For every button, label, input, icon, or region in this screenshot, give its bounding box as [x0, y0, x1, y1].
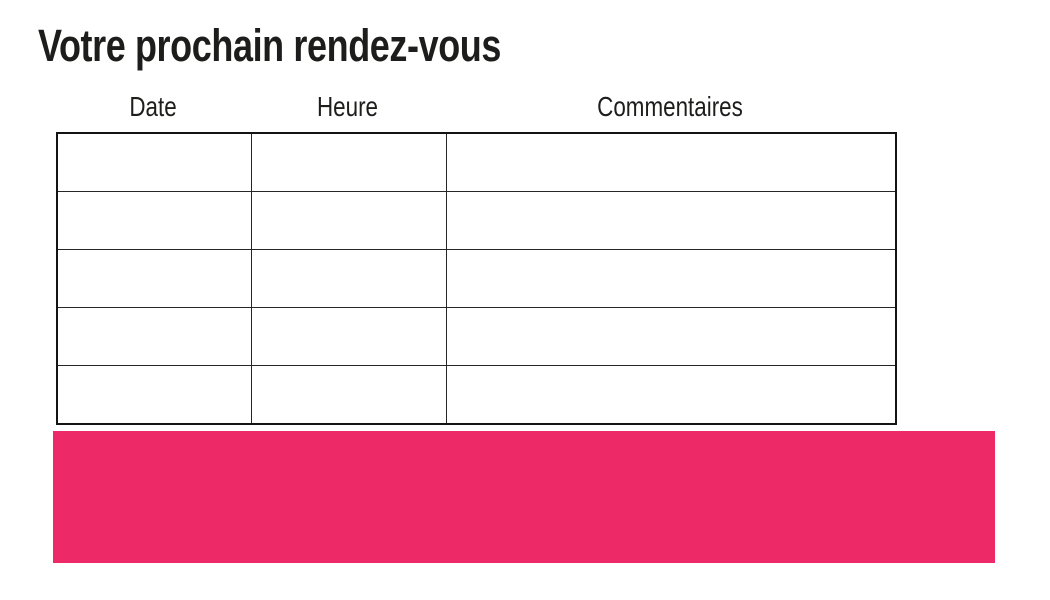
- table-row: [56, 191, 897, 250]
- appointment-table-body: [56, 132, 897, 425]
- table-cell: [250, 365, 447, 425]
- table-cell: [56, 365, 252, 425]
- table-cell: [445, 307, 897, 366]
- table-row: [56, 132, 897, 192]
- table-cell: [56, 249, 252, 308]
- table-row: [56, 249, 897, 308]
- appointment-table: [56, 132, 897, 425]
- table-cell: [445, 249, 897, 308]
- table-cell: [250, 191, 447, 250]
- accent-banner: [53, 431, 995, 563]
- table-row: [56, 365, 897, 425]
- table-cell: [56, 307, 252, 366]
- table-cell: [56, 191, 252, 250]
- table-cell: [445, 191, 897, 250]
- table-cell: [445, 132, 897, 192]
- table-cell: [445, 365, 897, 425]
- page-title: Votre prochain rendez-vous: [38, 20, 502, 71]
- table-cell: [250, 132, 447, 192]
- column-header-commentaires: Commentaires: [597, 91, 743, 122]
- table-cell: [250, 249, 447, 308]
- table-cell: [56, 132, 252, 192]
- column-header-date: Date: [129, 91, 177, 122]
- column-header-heure: Heure: [316, 91, 378, 122]
- table-cell: [250, 307, 447, 366]
- table-row: [56, 307, 897, 366]
- table-column-headers: Date Heure Commentaires: [56, 90, 895, 124]
